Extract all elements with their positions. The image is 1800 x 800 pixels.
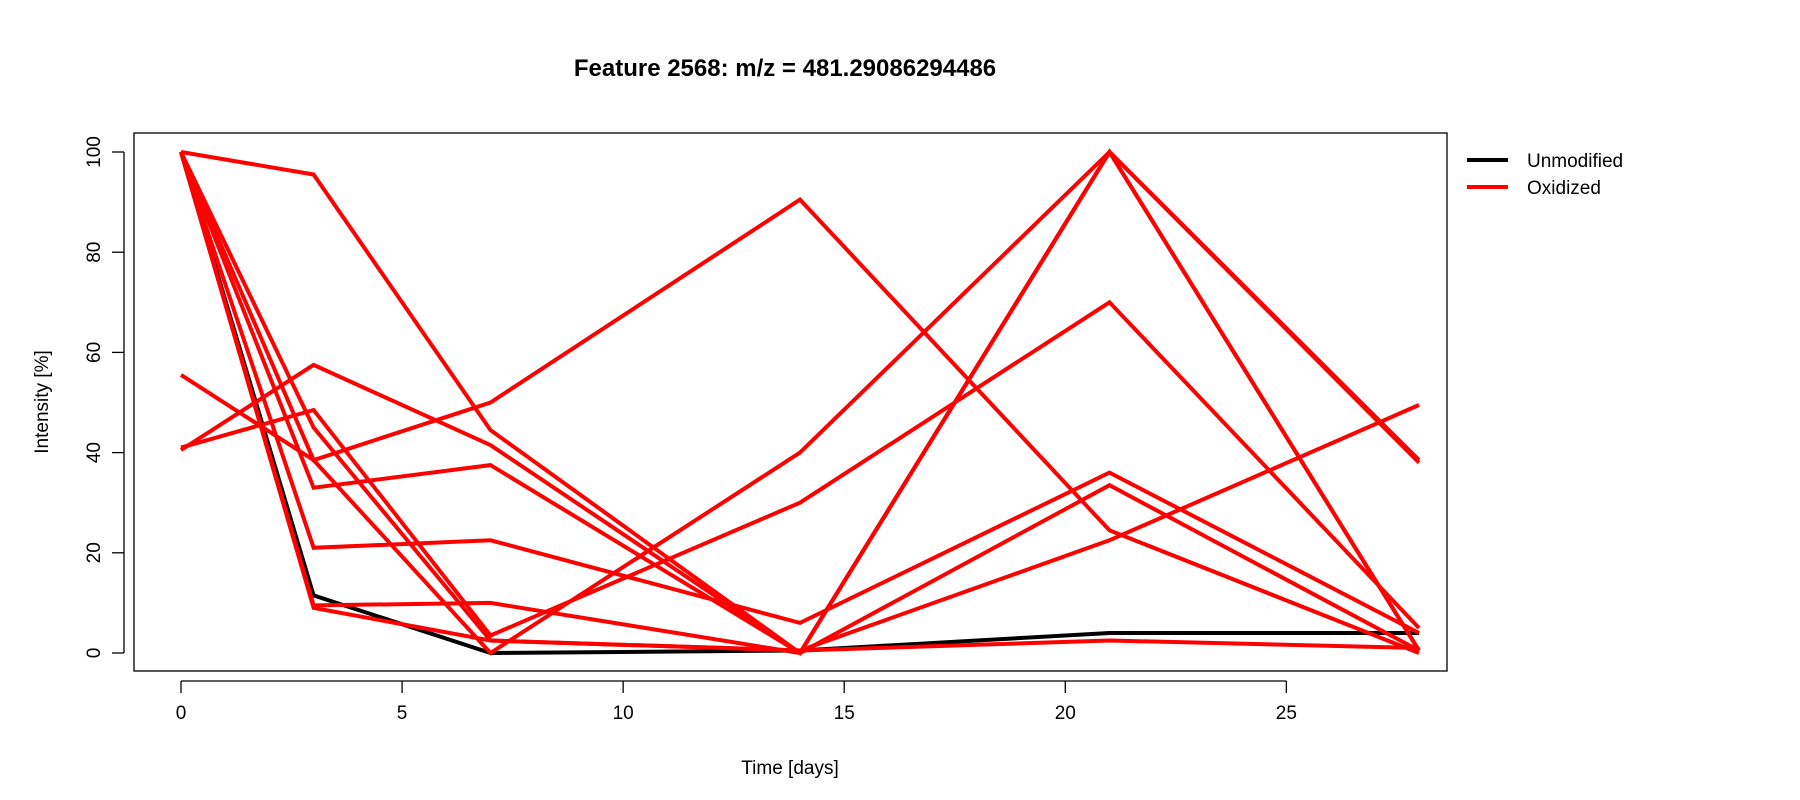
series-line-oxidized-8 [180, 299, 1421, 638]
y-tick-label: 20 [84, 542, 105, 563]
x-tick-label: 25 [1276, 703, 1297, 724]
x-tick-label: 20 [1055, 703, 1076, 724]
x-tick-label: 0 [176, 703, 187, 724]
y-tick-label: 100 [84, 136, 105, 168]
series-line-oxidized-7 [179, 148, 1421, 656]
series-lines [179, 148, 1421, 656]
legend-label-oxidized: Oxidized [1527, 178, 1601, 199]
x-axis: 0 5 10 15 20 25 [176, 680, 1297, 724]
series-line-oxidized-2 [179, 151, 1420, 655]
legend-label-unmodified: Unmodified [1527, 151, 1623, 172]
y-tick-label: 80 [84, 242, 105, 263]
plot-box [133, 132, 1448, 672]
series-line-oxidized-10 [179, 151, 1420, 653]
x-tick-label: 15 [834, 703, 855, 724]
x-tick-label: 10 [613, 703, 634, 724]
x-tick-label: 5 [397, 703, 408, 724]
series-line-unmodified-0 [179, 151, 1419, 656]
series-line-oxidized-4 [179, 151, 1420, 635]
y-axis-label: Intensity [%] [32, 350, 53, 454]
x-axis-label: Time [days] [741, 758, 839, 779]
series-line-oxidized-9 [179, 362, 1420, 656]
legend: Unmodified Oxidized [1467, 151, 1623, 199]
series-line-oxidized-3 [179, 148, 1421, 656]
y-tick-label: 60 [84, 342, 105, 363]
y-tick-label: 40 [84, 442, 105, 463]
y-axis: 0 20 40 60 80 100 [84, 136, 125, 659]
series-line-oxidized-6 [179, 151, 1420, 653]
chart-title: Feature 2568: m/z = 481.29086294486 [574, 55, 996, 82]
y-tick-label: 0 [84, 648, 105, 659]
